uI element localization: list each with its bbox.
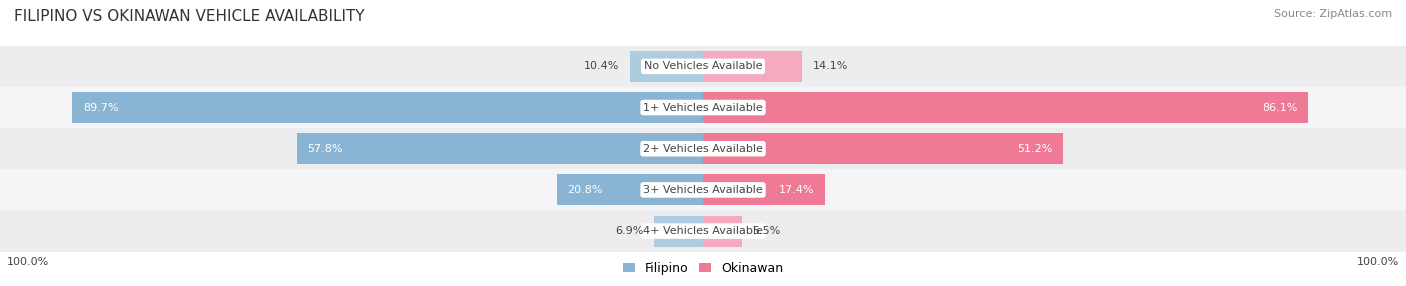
Bar: [0, 87, 1406, 128]
Bar: [703, 92, 1308, 123]
Bar: [297, 133, 703, 164]
Bar: [73, 92, 703, 123]
Text: 20.8%: 20.8%: [568, 185, 603, 195]
Text: 6.9%: 6.9%: [616, 226, 644, 236]
Bar: [703, 174, 825, 205]
Text: Source: ZipAtlas.com: Source: ZipAtlas.com: [1274, 9, 1392, 19]
Bar: [654, 216, 703, 247]
Bar: [0, 210, 1406, 252]
Text: 3+ Vehicles Available: 3+ Vehicles Available: [643, 185, 763, 195]
Text: 10.4%: 10.4%: [583, 61, 619, 71]
Bar: [703, 51, 801, 82]
Text: 89.7%: 89.7%: [83, 103, 118, 112]
Bar: [703, 216, 742, 247]
Text: 100.0%: 100.0%: [7, 257, 49, 267]
Text: 1+ Vehicles Available: 1+ Vehicles Available: [643, 103, 763, 112]
Bar: [0, 169, 1406, 210]
Text: 4+ Vehicles Available: 4+ Vehicles Available: [643, 226, 763, 236]
Text: 57.8%: 57.8%: [308, 144, 343, 154]
Text: 2+ Vehicles Available: 2+ Vehicles Available: [643, 144, 763, 154]
Text: 14.1%: 14.1%: [813, 61, 848, 71]
Bar: [0, 128, 1406, 169]
Text: 17.4%: 17.4%: [779, 185, 815, 195]
Bar: [557, 174, 703, 205]
Text: 100.0%: 100.0%: [1357, 257, 1399, 267]
Text: No Vehicles Available: No Vehicles Available: [644, 61, 762, 71]
Legend: Filipino, Okinawan: Filipino, Okinawan: [617, 257, 789, 280]
Text: 86.1%: 86.1%: [1263, 103, 1298, 112]
Bar: [703, 133, 1063, 164]
Text: 51.2%: 51.2%: [1017, 144, 1052, 154]
Bar: [0, 46, 1406, 87]
Text: FILIPINO VS OKINAWAN VEHICLE AVAILABILITY: FILIPINO VS OKINAWAN VEHICLE AVAILABILIT…: [14, 9, 364, 23]
Text: 5.5%: 5.5%: [752, 226, 780, 236]
Bar: [630, 51, 703, 82]
